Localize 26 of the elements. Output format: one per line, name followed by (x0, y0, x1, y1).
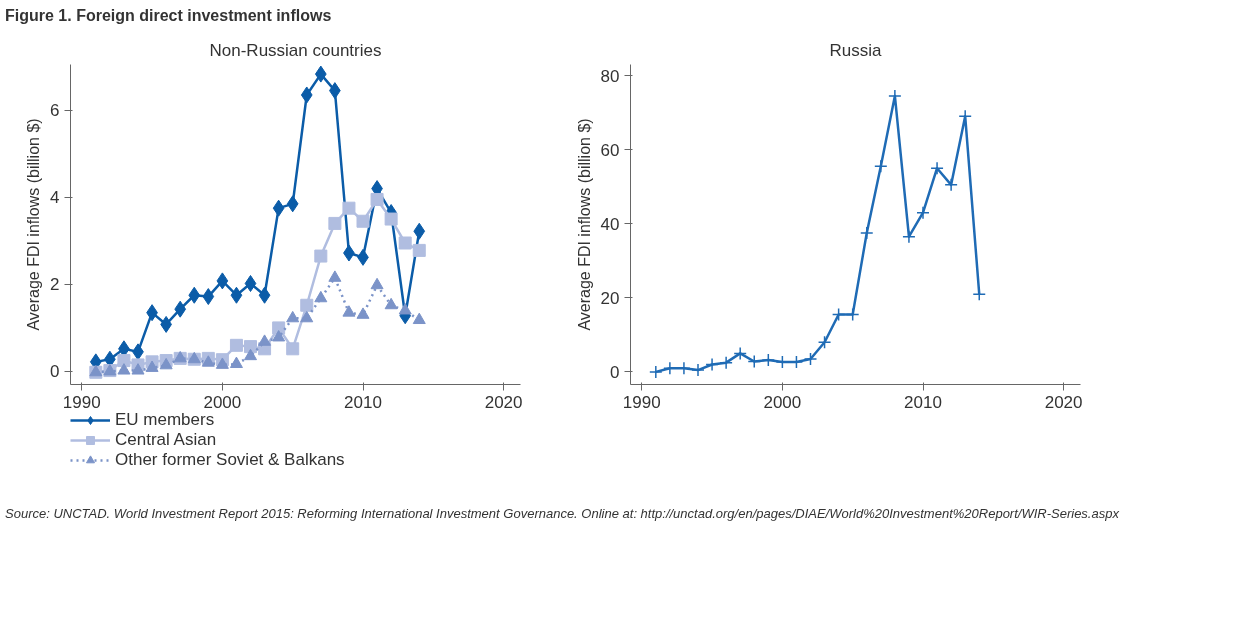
x-tick-label: 2010 (344, 392, 382, 412)
source-note: Source: UNCTAD. World Investment Report 2015: Reforming International Investment Governance. Online at: http://unctad.org/en/pages/DIAE/World%20Investment%20Report/WIR-Series.aspx (5, 504, 1119, 523)
y-tick-label: 80 (600, 66, 620, 86)
legend-label: Other former Soviet & Balkans (115, 449, 345, 470)
y-tick-label: 20 (600, 288, 620, 308)
x-tick-label: 2000 (763, 392, 802, 412)
legend-label: EU members (115, 409, 215, 430)
x-tick-label: 2000 (203, 392, 242, 412)
x-tick-label: 2020 (1044, 392, 1083, 412)
y-axis-title: Average FDI inflows (billion $) (575, 118, 593, 331)
y-tick-label: 4 (50, 188, 60, 208)
x-tick-label: 1990 (62, 392, 101, 412)
y-tick-label: 60 (600, 140, 620, 160)
y-tick-label: 0 (610, 362, 620, 382)
x-tick-label: 2020 (484, 392, 523, 412)
chart-title: Russia (829, 40, 883, 60)
legend-label: Central Asian (115, 429, 217, 450)
y-tick-label: 40 (600, 214, 620, 234)
x-tick-label: 2010 (904, 392, 942, 412)
chart-title: Non-Russian countries (209, 40, 382, 60)
caption: Figure 1. Foreign direct investment inflows (5, 7, 332, 24)
y-tick-label: 6 (50, 101, 60, 121)
y-tick-label: 2 (50, 275, 60, 295)
y-axis-title: Average FDI inflows (billion $) (25, 118, 43, 331)
y-tick-label: 0 (50, 362, 60, 382)
x-tick-label: 1990 (622, 392, 661, 412)
